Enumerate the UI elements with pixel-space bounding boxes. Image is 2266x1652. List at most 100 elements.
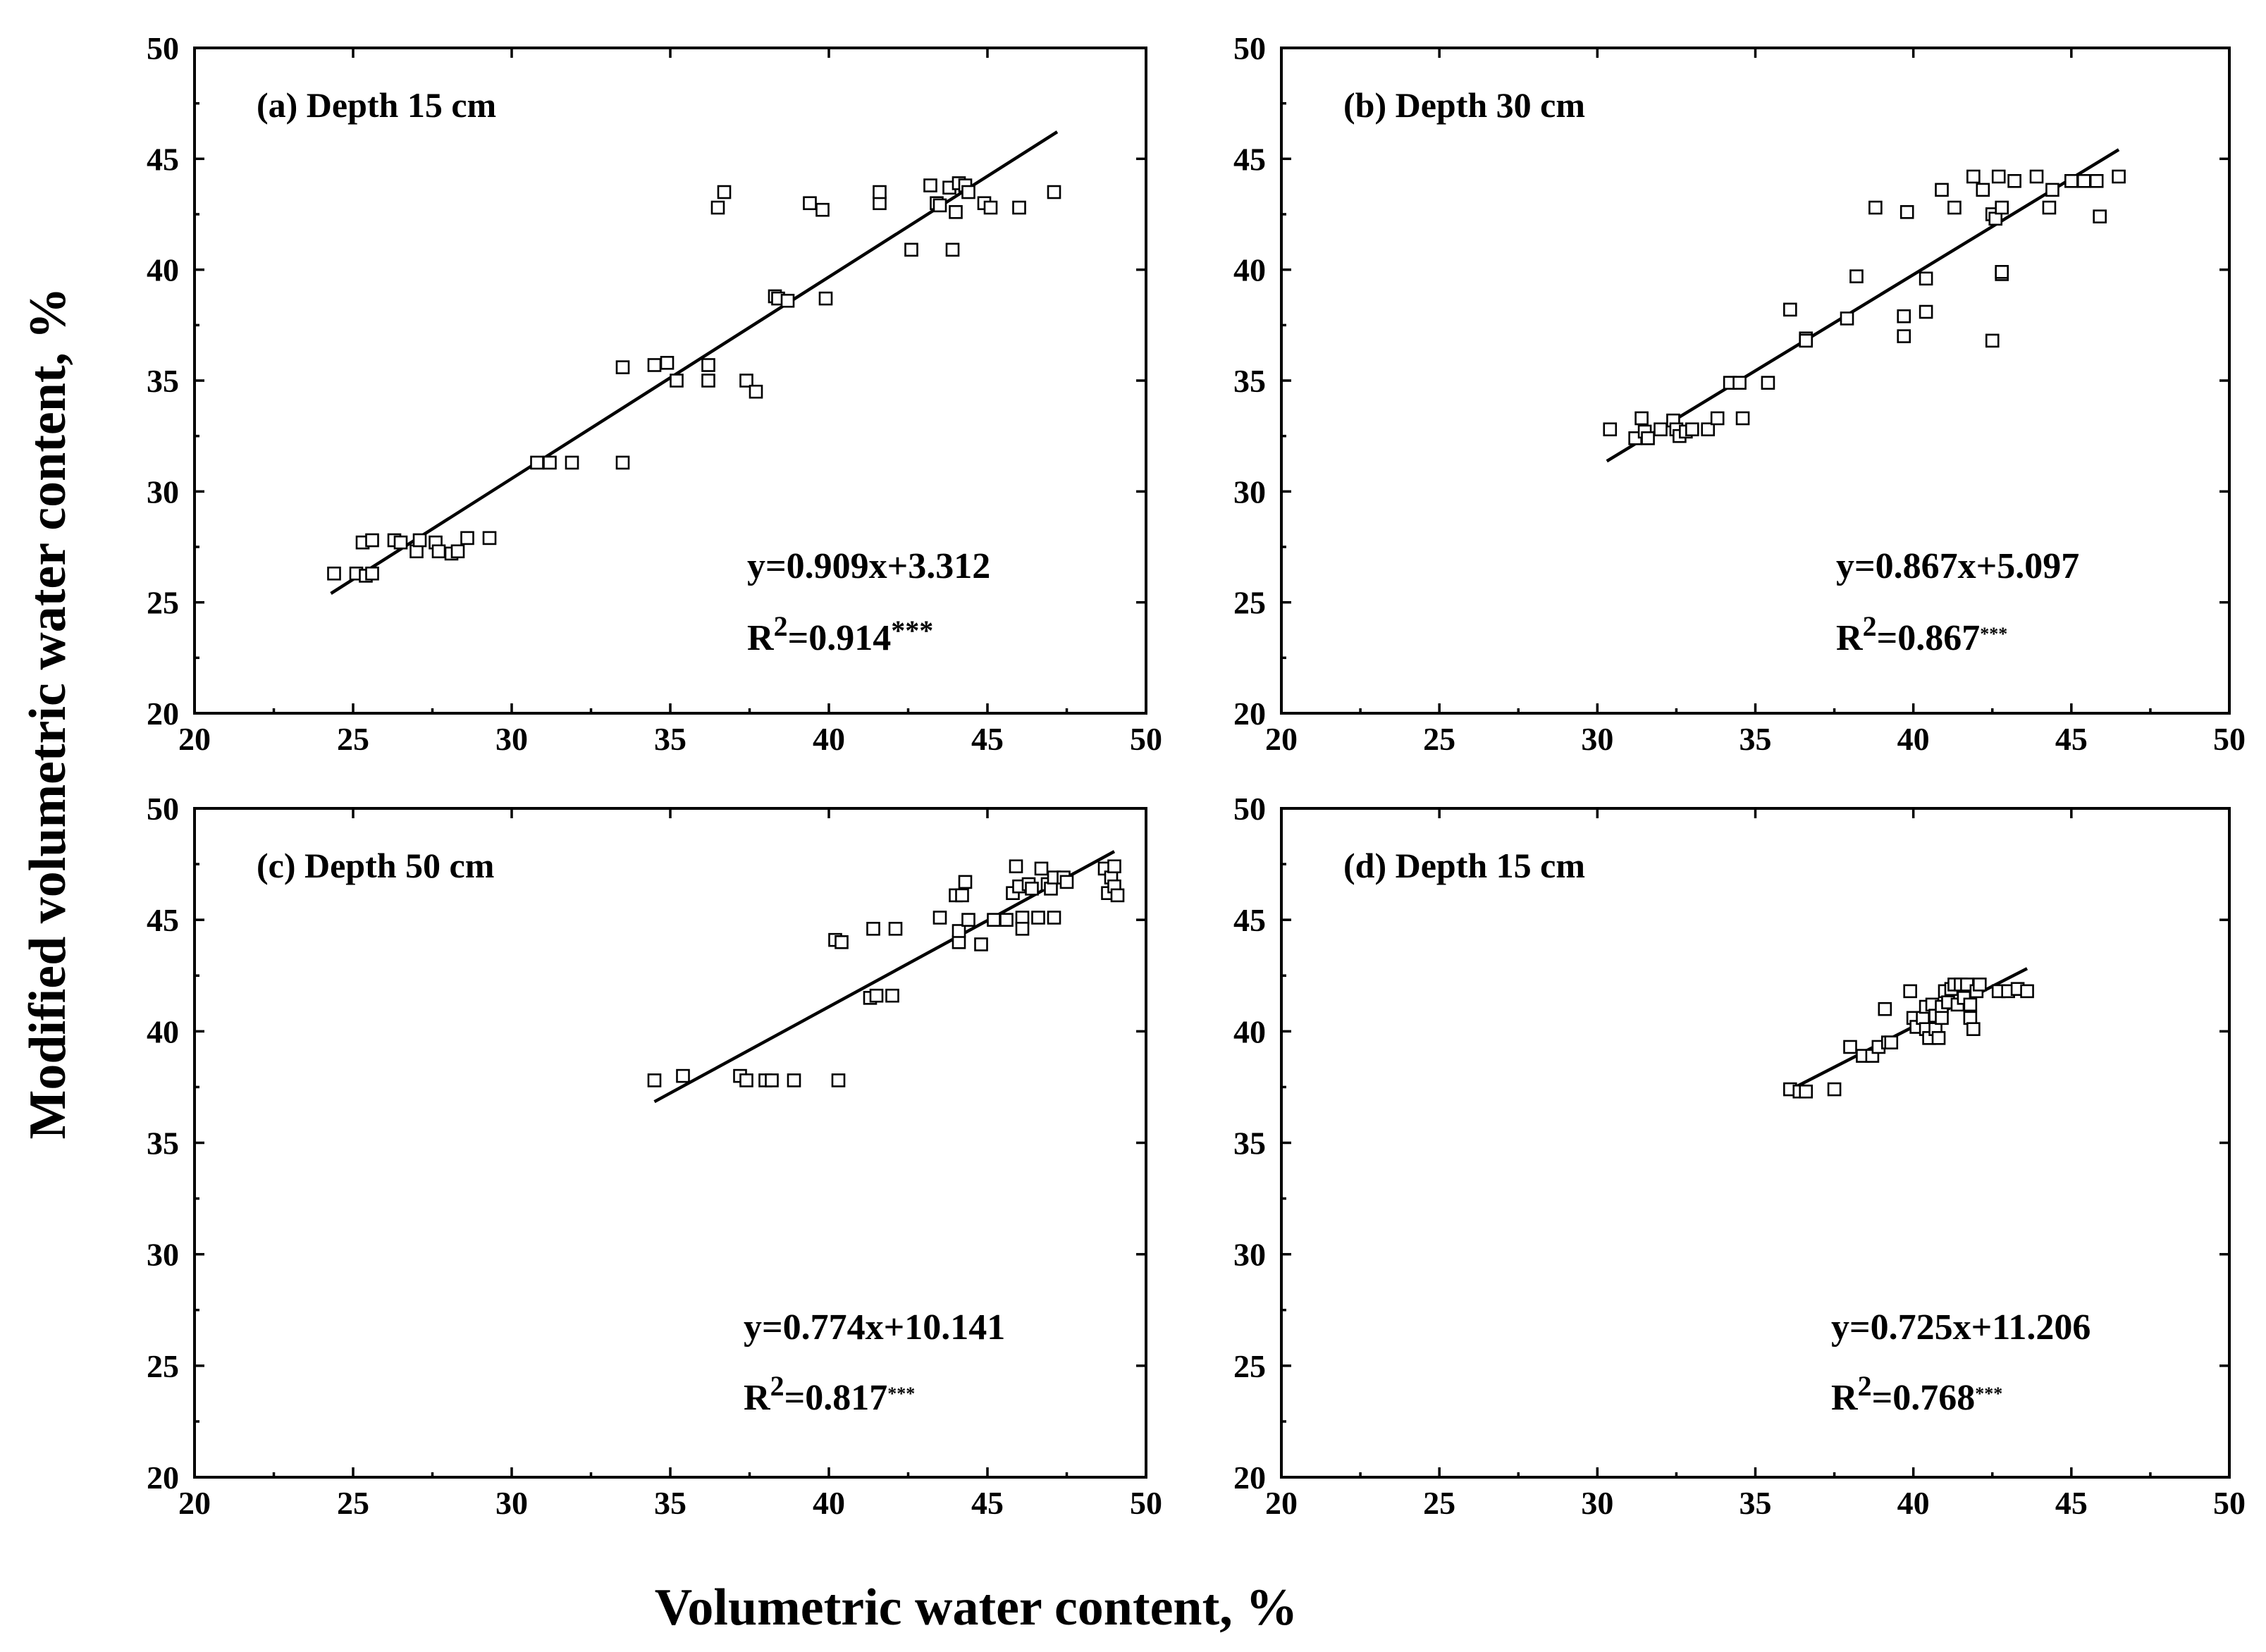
data-point (1840, 312, 1854, 326)
x-tick-label: 40 (813, 1485, 845, 1521)
x-tick-label: 45 (971, 1485, 1004, 1521)
data-point (873, 185, 887, 199)
x-tick-label: 25 (1423, 1485, 1455, 1521)
r-squared-label: R (1831, 1378, 1859, 1418)
y-tick-label: 35 (1233, 363, 1266, 399)
data-point (1963, 997, 1978, 1012)
data-point (1799, 333, 1814, 348)
data-point (2089, 174, 2104, 188)
x-tick-label: 35 (654, 1485, 686, 1521)
data-point (1701, 422, 1716, 437)
data-point (2042, 200, 2057, 215)
x-tick-label: 40 (813, 721, 845, 757)
data-point (1732, 376, 1747, 390)
y-tick-label: 40 (1233, 1013, 1266, 1049)
data-point (1995, 265, 2009, 279)
r-squared-superscript: 2 (770, 1370, 784, 1402)
y-tick-label: 25 (1233, 585, 1266, 621)
x-tick-label: 30 (1581, 721, 1613, 757)
data-point (818, 291, 833, 306)
regression-line (1786, 967, 2028, 1093)
significance-stars: *** (1980, 624, 2007, 644)
significance-stars: *** (887, 1383, 915, 1404)
data-point (869, 988, 884, 1003)
data-point (1947, 200, 1962, 215)
data-point (1761, 376, 1775, 390)
r-squared: R2=0.817*** (744, 1370, 915, 1418)
x-tick-label: 40 (1897, 721, 1930, 757)
data-point (647, 358, 662, 372)
data-point (974, 937, 988, 951)
data-point (1685, 422, 1699, 437)
data-point (1031, 911, 1045, 925)
data-point (1110, 888, 1125, 903)
data-point (543, 455, 557, 470)
x-tick-label: 25 (337, 1485, 369, 1521)
y-tick-label: 40 (1233, 252, 1266, 288)
data-point (530, 455, 544, 470)
data-point (365, 533, 379, 548)
data-point (710, 200, 725, 215)
x-tick-label: 35 (1739, 1485, 1772, 1521)
y-tick-label: 40 (147, 252, 179, 288)
regression-equation: y=0.867x+5.097 (1836, 546, 2079, 586)
y-tick-label: 30 (1233, 474, 1266, 510)
regression-line (1606, 148, 2120, 463)
regression-equation: y=0.774x+10.141 (744, 1307, 1005, 1348)
r-squared: R2=0.867*** (1836, 610, 2007, 658)
plot-frame (1280, 807, 2231, 1479)
data-point (1931, 1031, 1946, 1045)
data-point (1047, 185, 1061, 199)
r-squared: R2=0.768*** (1831, 1370, 2002, 1418)
y-tick-label: 30 (147, 474, 179, 510)
r-squared-superscript: 2 (774, 610, 788, 642)
regression-line (330, 130, 1059, 595)
r-squared-label: R (747, 618, 775, 658)
data-point (1963, 1011, 1978, 1025)
y-tick-label: 45 (147, 902, 179, 938)
data-point (1827, 1082, 1842, 1097)
data-point (2007, 174, 2021, 188)
data-point (932, 911, 947, 925)
data-point (739, 1073, 753, 1087)
data-point (1973, 978, 1987, 992)
data-point (749, 384, 763, 399)
data-point (327, 566, 341, 581)
data-point (1843, 1040, 1857, 1054)
y-tick-label: 50 (1233, 30, 1266, 66)
x-tick-label: 35 (654, 721, 686, 757)
y-tick-label: 35 (147, 1126, 179, 1161)
data-point (923, 178, 937, 192)
data-point (835, 935, 849, 949)
r-squared-value: =0.768 (1872, 1378, 1976, 1418)
x-tick-label: 20 (178, 721, 211, 757)
data-point (958, 875, 973, 889)
x-axis-label: Volumetric water content, % (655, 1579, 1298, 1636)
data-point (701, 358, 715, 372)
data-point (431, 544, 446, 559)
data-point (2064, 174, 2079, 188)
x-tick-label: 35 (1739, 721, 1772, 757)
data-point (1009, 859, 1023, 874)
data-point (983, 200, 998, 215)
x-tick-label: 30 (495, 1485, 528, 1521)
panel-title: (b) Depth 30 cm (1343, 85, 1585, 125)
y-tick-label: 40 (147, 1013, 179, 1049)
data-point (1903, 984, 1917, 999)
data-point (1919, 304, 1933, 319)
data-point (1897, 329, 1911, 343)
data-point (2112, 169, 2126, 184)
data-point (615, 360, 630, 374)
x-tick-label: 40 (1897, 1485, 1930, 1521)
x-tick-label: 50 (2213, 1485, 2246, 1521)
x-tick-label: 45 (971, 721, 1004, 757)
x-tick-label: 50 (1130, 721, 1162, 757)
data-point (1034, 861, 1049, 876)
x-tick-label: 20 (1265, 721, 1298, 757)
plot-frame (1280, 47, 2231, 715)
r-squared: R2=0.914*** (747, 610, 933, 658)
data-point (2020, 984, 2034, 999)
data-point (888, 922, 903, 936)
y-tick-label: 25 (147, 585, 179, 621)
y-tick-label: 35 (1233, 1126, 1266, 1161)
